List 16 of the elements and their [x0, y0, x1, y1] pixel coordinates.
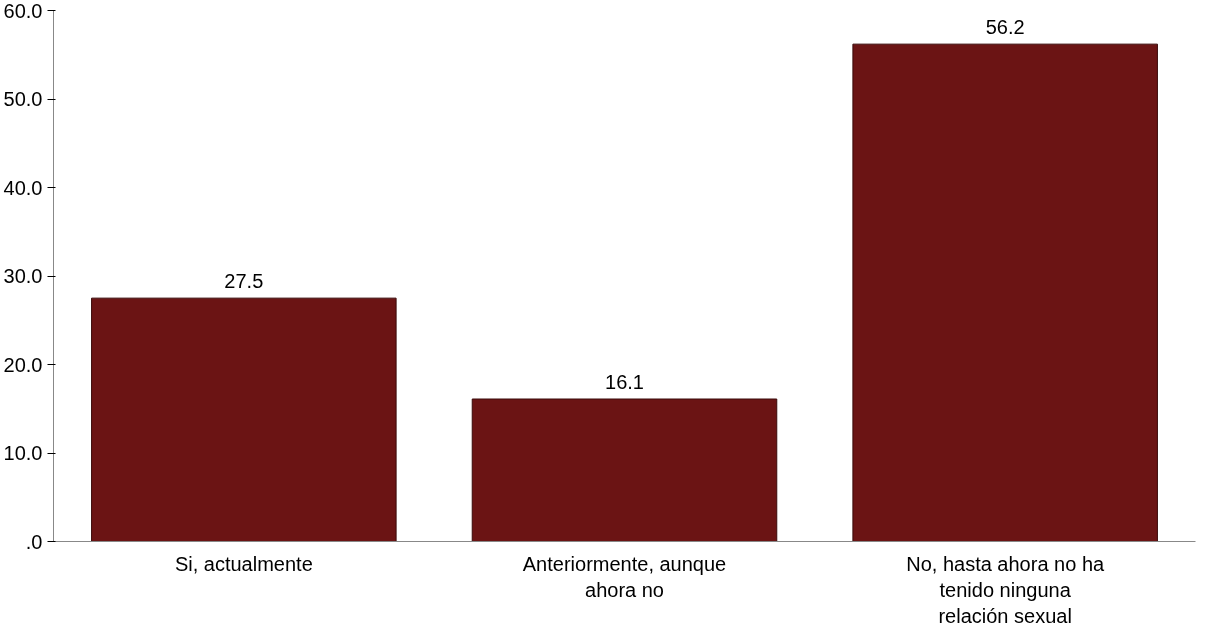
bar — [471, 398, 778, 542]
data-label: 56.2 — [985, 16, 1025, 39]
y-tick-label: .0 — [25, 530, 43, 553]
data-label: 16.1 — [605, 371, 644, 394]
bar — [91, 297, 397, 542]
x-tick-label: Si, actualmente — [174, 552, 313, 575]
y-tick-label: 50.0 — [3, 88, 43, 110]
x-tick-label: No, hasta ahora no ha tenido ninguna relación sexual — [906, 552, 1105, 628]
y-tick-label: 60.0 — [3, 0, 43, 22]
y-tick-label: 40.0 — [3, 176, 43, 199]
y-tick-label: 10.0 — [3, 442, 43, 464]
data-label: 27.5 — [224, 270, 264, 293]
y-tick-label: 30.0 — [3, 265, 43, 287]
y-tick-label: 20.0 — [3, 353, 43, 376]
x-tick-label: Anteriormente, aunque ahora no — [522, 552, 727, 601]
bar — [852, 43, 1158, 542]
